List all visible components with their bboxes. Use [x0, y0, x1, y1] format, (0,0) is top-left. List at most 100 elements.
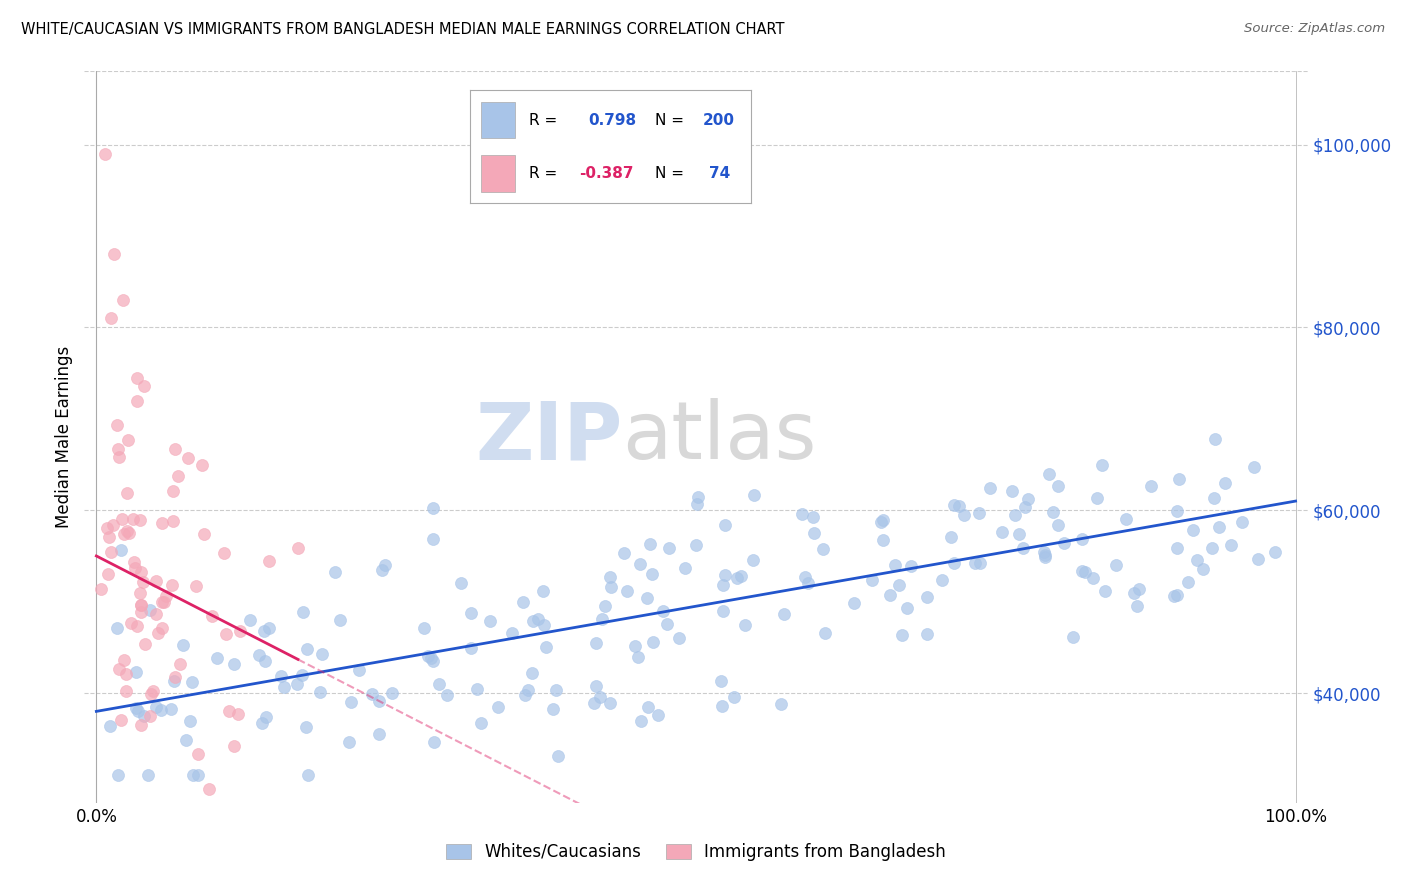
Point: [1115, 511, 1137, 525]
Point: [942, 499, 965, 513]
Point: [115, 486, 138, 500]
Y-axis label: Median Male Earnings: Median Male Earnings: [55, 346, 73, 528]
Point: [311, 647, 333, 661]
Point: [896, 600, 918, 615]
Point: [931, 573, 953, 587]
Point: [257, 621, 280, 635]
Point: [470, 716, 492, 731]
Point: [162, 515, 184, 529]
Point: [150, 595, 173, 609]
Point: [770, 697, 793, 711]
Point: [673, 561, 696, 575]
Point: [287, 541, 309, 556]
Point: [172, 638, 194, 652]
Point: [129, 605, 152, 619]
Point: [339, 695, 361, 709]
Point: [1094, 584, 1116, 599]
Point: [422, 500, 444, 515]
Point: [1038, 467, 1060, 481]
Point: [948, 500, 970, 514]
Point: [613, 546, 636, 560]
Point: [714, 517, 737, 532]
Point: [160, 578, 183, 592]
Point: [347, 663, 370, 677]
Point: [478, 614, 501, 628]
Point: [713, 578, 735, 592]
Point: [100, 545, 122, 559]
Point: [159, 702, 181, 716]
Point: [295, 720, 318, 734]
Point: [107, 768, 129, 782]
Point: [150, 621, 173, 635]
Point: [97, 567, 120, 582]
Point: [711, 698, 734, 713]
Point: [711, 604, 734, 618]
Point: [814, 626, 837, 640]
Point: [337, 735, 360, 749]
Point: [381, 686, 404, 700]
Point: [103, 518, 125, 533]
Point: [181, 768, 204, 782]
Point: [419, 650, 441, 665]
Point: [142, 683, 165, 698]
Point: [991, 524, 1014, 539]
Point: [1033, 550, 1056, 565]
Point: [599, 697, 621, 711]
Point: [1191, 562, 1213, 576]
Point: [628, 557, 651, 571]
Point: [460, 641, 482, 656]
Point: [1017, 491, 1039, 506]
Point: [801, 510, 824, 524]
Point: [115, 524, 138, 539]
Point: [90, 582, 112, 596]
Point: [1202, 491, 1225, 506]
Point: [599, 570, 621, 584]
Point: [120, 615, 142, 630]
Point: [111, 512, 134, 526]
Point: [1014, 500, 1036, 514]
Point: [205, 650, 228, 665]
Point: [129, 586, 152, 600]
Point: [486, 699, 509, 714]
Point: [467, 681, 489, 696]
Point: [112, 653, 135, 667]
Point: [941, 530, 963, 544]
Point: [527, 612, 550, 626]
Point: [368, 694, 391, 708]
Point: [138, 709, 160, 723]
Point: [163, 670, 186, 684]
Point: [309, 685, 332, 699]
Point: [174, 733, 197, 747]
Point: [297, 768, 319, 782]
Point: [422, 655, 444, 669]
Point: [969, 506, 991, 520]
Point: [1012, 541, 1035, 555]
Point: [870, 516, 893, 530]
Point: [533, 618, 555, 632]
Point: [329, 613, 352, 627]
Point: [616, 584, 638, 599]
Point: [115, 683, 138, 698]
Point: [979, 481, 1001, 495]
Point: [98, 719, 121, 733]
Point: [323, 565, 346, 579]
Point: [638, 537, 661, 551]
Point: [187, 768, 209, 782]
Point: [1046, 479, 1069, 493]
Point: [184, 579, 207, 593]
Point: [427, 677, 450, 691]
Point: [713, 568, 735, 582]
Point: [96, 521, 118, 535]
Point: [155, 589, 177, 603]
Point: [128, 513, 150, 527]
Point: [153, 595, 176, 609]
Point: [641, 567, 664, 582]
Point: [374, 558, 396, 573]
Point: [668, 631, 690, 645]
Point: [162, 673, 184, 688]
Point: [124, 701, 146, 715]
Point: [1243, 459, 1265, 474]
Point: [647, 707, 669, 722]
Point: [229, 624, 252, 638]
Point: [253, 624, 276, 638]
